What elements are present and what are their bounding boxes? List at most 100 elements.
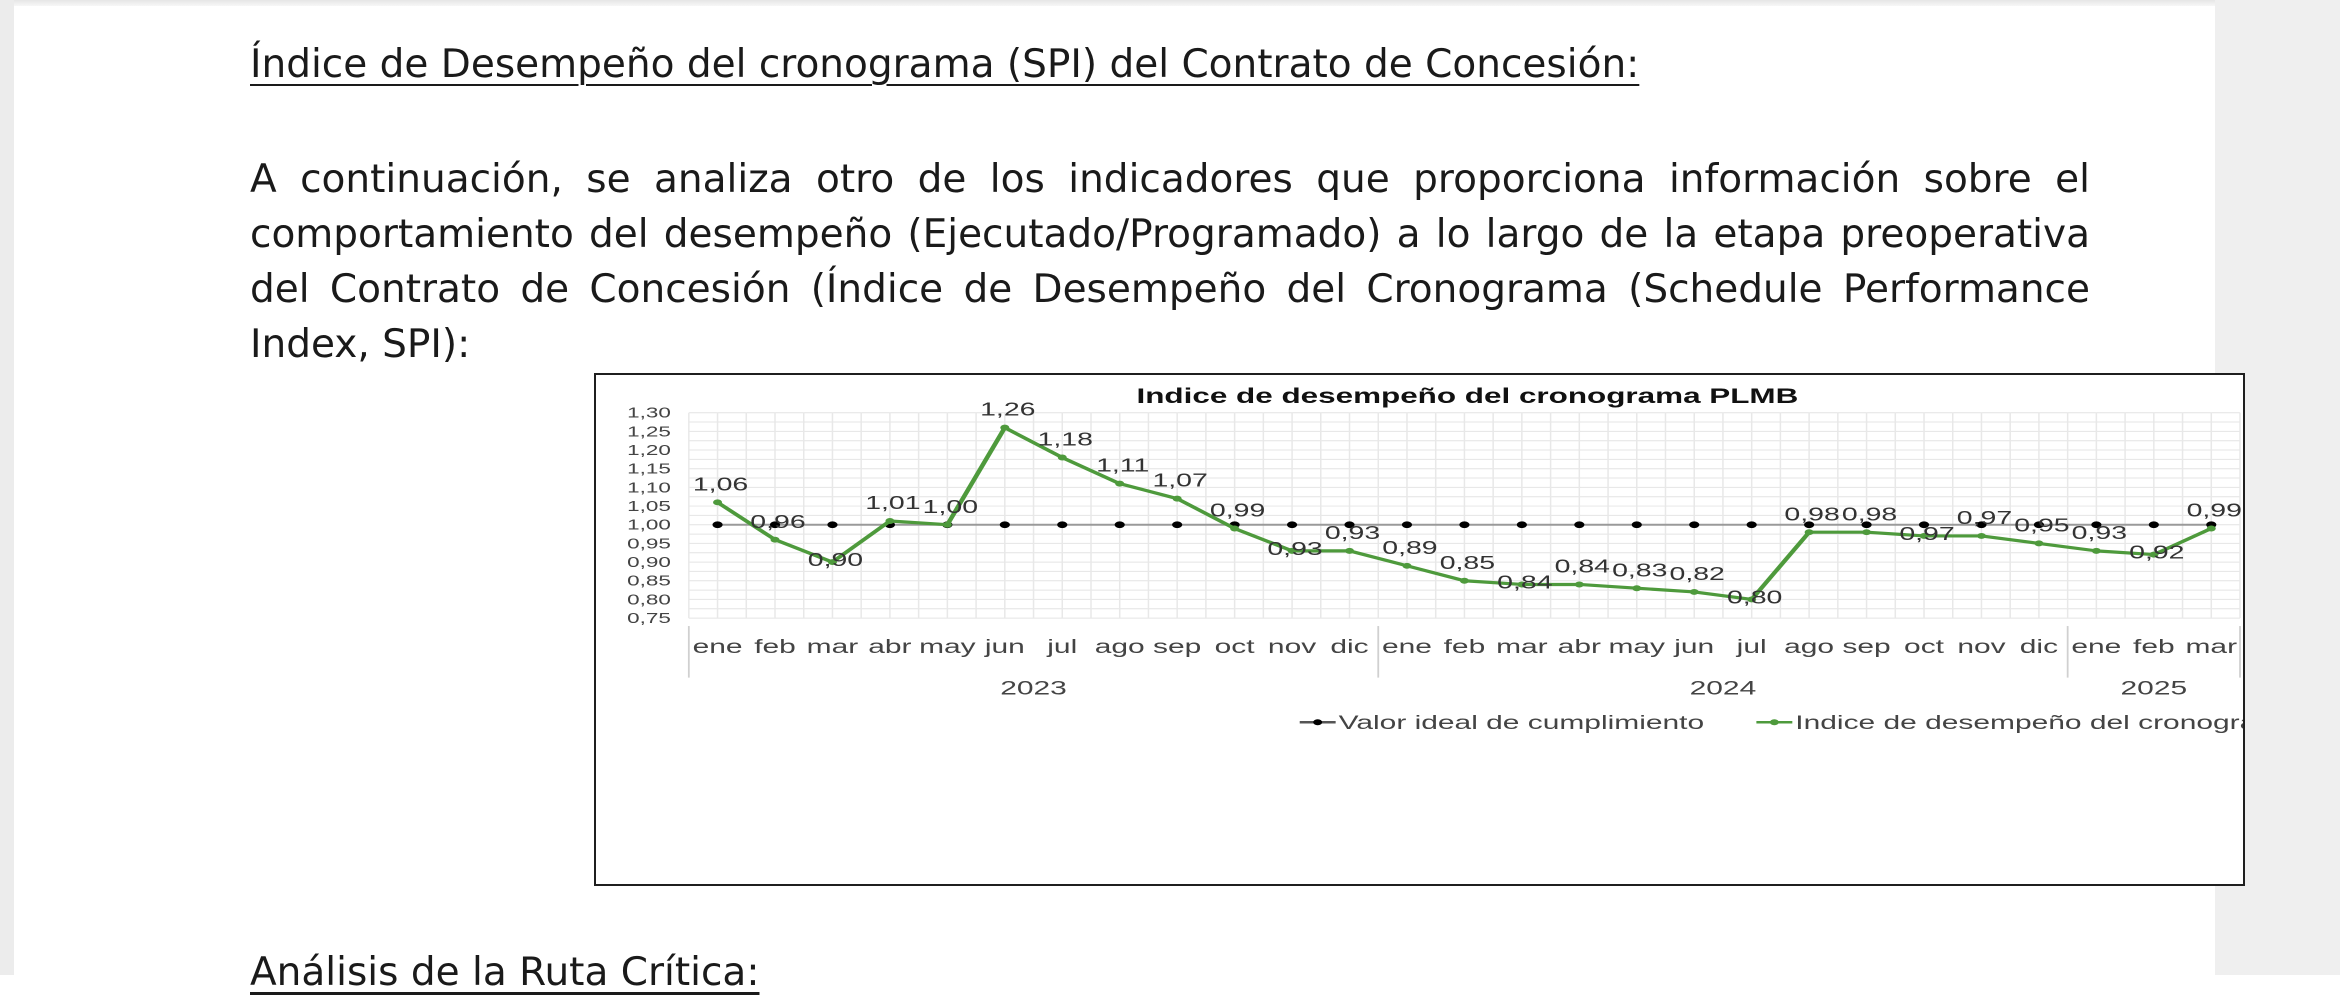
month-label: dic	[2020, 636, 2059, 658]
data-label: 1,01	[865, 493, 920, 514]
spi-series	[713, 424, 2216, 603]
month-label: feb	[1444, 636, 1486, 658]
month-label: feb	[2133, 636, 2175, 658]
ideal-point	[1459, 521, 1470, 529]
spi-point	[1172, 495, 1182, 502]
spi-point	[2034, 540, 2044, 547]
data-label: 1,18	[1038, 429, 1093, 450]
section-heading: Índice de Desempeño del cronograma (SPI)…	[250, 42, 1640, 87]
next-section-heading: Análisis de la Ruta Crítica:	[250, 950, 760, 995]
month-label: ago	[1784, 636, 1834, 658]
month-label: ene	[693, 636, 743, 658]
data-label: 0,92	[2129, 542, 2184, 563]
spi-point	[1345, 547, 1355, 554]
month-label: mar	[807, 636, 859, 658]
page-left-margin	[0, 0, 14, 975]
y-tick-label: 1,00	[627, 517, 671, 533]
year-label: 2024	[1690, 677, 1757, 699]
data-label: 0,95	[2014, 515, 2069, 536]
ideal-point	[1746, 521, 1757, 529]
data-label: 0,96	[750, 511, 805, 532]
data-label: 0,89	[1382, 537, 1437, 558]
data-label: 1,00	[923, 496, 978, 517]
data-label: 0,98	[1784, 504, 1839, 525]
spi-point	[2149, 551, 2159, 558]
data-label: 0,83	[1612, 560, 1667, 581]
data-label: 0,80	[1727, 587, 1782, 608]
ideal-point	[1574, 521, 1585, 529]
legend-marker	[1313, 719, 1323, 726]
spi-chart: Indice de desempeño del cronograma PLMB …	[594, 373, 2245, 886]
spi-point	[1057, 454, 1067, 461]
month-label: nov	[1268, 636, 1317, 658]
month-label: sep	[1153, 636, 1201, 658]
spi-point	[770, 536, 780, 543]
ideal-point	[1114, 521, 1125, 529]
chart-svg: Indice de desempeño del cronograma PLMB …	[627, 384, 2243, 734]
month-label: jun	[984, 636, 1025, 658]
month-label: oct	[1904, 636, 1944, 658]
spi-point	[942, 521, 952, 528]
ideal-point	[827, 521, 838, 529]
chart-title: Indice de desempeño del cronograma PLMB	[1137, 384, 1799, 407]
spi-point	[1689, 588, 1699, 595]
y-tick-label: 1,15	[627, 461, 671, 477]
ideal-point	[1861, 521, 1872, 529]
month-label: ago	[1095, 636, 1145, 658]
y-tick-label: 0,80	[627, 592, 671, 608]
y-tick-label: 1,05	[627, 499, 671, 515]
ideal-point	[712, 521, 723, 529]
ideal-point	[2148, 521, 2159, 529]
data-label: 0,84	[1555, 556, 1610, 577]
y-tick-label: 1,20	[627, 443, 671, 459]
legend-label: Valor ideal de cumplimiento	[1339, 712, 1704, 734]
ideal-point	[769, 521, 781, 529]
y-tick-label: 0,85	[627, 573, 671, 589]
spi-point	[1115, 480, 1125, 487]
ideal-point	[1976, 521, 1987, 529]
month-label: abr	[1558, 636, 1602, 658]
data-label: 0,93	[2072, 523, 2127, 544]
spi-point	[2091, 547, 2101, 554]
data-label: 0,98	[1842, 504, 1897, 525]
spi-point	[1574, 581, 1584, 588]
legend-marker	[1769, 719, 1779, 726]
data-label: 1,26	[980, 399, 1035, 420]
spi-point	[1862, 529, 1872, 536]
spi-point	[1919, 532, 1929, 539]
spi-point	[1632, 585, 1642, 592]
data-label: 0,85	[1440, 552, 1495, 573]
spi-point	[1000, 424, 1010, 431]
window-top-shadow	[0, 0, 2215, 6]
month-label: sep	[1842, 636, 1890, 658]
data-label: 1,11	[1096, 455, 1149, 476]
spi-point	[1976, 532, 1986, 539]
chart-grid	[688, 412, 2241, 619]
spi-point	[1230, 525, 1240, 532]
data-label: 1,07	[1152, 470, 1207, 491]
month-label: feb	[754, 636, 796, 658]
ideal-point	[1401, 521, 1413, 529]
ideal-series	[712, 521, 2217, 529]
y-tick-label: 1,10	[627, 480, 671, 496]
spi-point	[1747, 596, 1757, 603]
spi-point	[885, 518, 895, 524]
spi-point	[2206, 525, 2216, 532]
y-axis-ticks: 0,75 0,80 0,85 0,90 0,95 1,00 1,05 1,10 1,15 1,20…	[627, 405, 671, 627]
ideal-point	[2091, 521, 2102, 529]
month-label: may	[919, 636, 976, 658]
data-label: 1,06	[693, 474, 748, 495]
y-tick-label: 1,30	[627, 405, 671, 421]
data-label: 0,99	[1210, 500, 1265, 521]
spi-point	[1804, 529, 1814, 536]
month-label: ene	[2071, 636, 2121, 658]
month-label: nov	[1957, 636, 2006, 658]
month-label: jul	[1736, 636, 1767, 658]
ideal-point	[1689, 521, 1700, 529]
spi-point	[713, 499, 723, 506]
year-label: 2025	[2121, 677, 2188, 699]
spi-point	[1287, 547, 1297, 554]
month-label: mar	[2186, 636, 2238, 658]
ideal-point	[1344, 521, 1355, 529]
data-labels: 1,060,960,901,01 1,001,261,181,111,070,99…	[693, 399, 2242, 608]
